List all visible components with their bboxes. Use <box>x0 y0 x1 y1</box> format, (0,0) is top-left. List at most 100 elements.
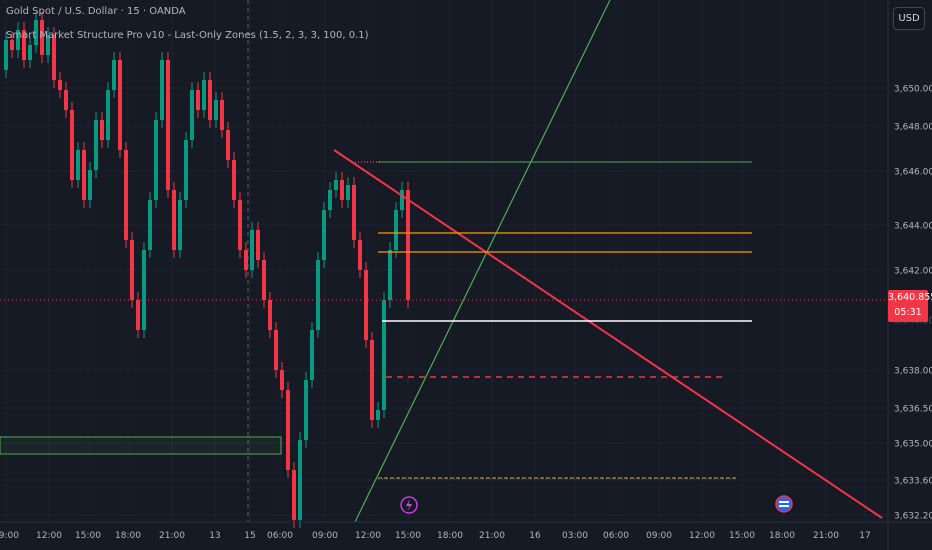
price-tick-label: 3,644.000 <box>894 222 932 232</box>
candle-body <box>34 20 38 45</box>
time-tick-label: 15:00 <box>75 531 101 541</box>
candle-body <box>136 300 140 330</box>
candle-body <box>202 80 206 110</box>
candle-body <box>328 190 332 210</box>
candle-body <box>172 190 176 250</box>
candle-body <box>130 240 134 300</box>
time-tick-label: 16 <box>529 531 541 541</box>
price-tick-label: 3,642.000 <box>894 267 932 277</box>
time-tick-label: 21:00 <box>813 531 839 541</box>
candle-body <box>220 100 224 130</box>
candle-body <box>358 240 362 270</box>
candle-body <box>298 440 302 520</box>
candle-body <box>406 190 410 300</box>
candle-body <box>142 250 146 330</box>
candle-body <box>334 180 338 190</box>
price-tick-label: 3,650.000 <box>894 85 932 95</box>
price-tick-label: 3,632.200 <box>894 512 932 522</box>
candle-body <box>316 260 320 330</box>
candle-body <box>268 300 272 330</box>
price-tick-label: 3,635.000 <box>894 440 932 450</box>
candle-body <box>10 40 14 50</box>
time-tick-label: 12:00 <box>689 531 715 541</box>
candle-body <box>304 380 308 440</box>
us-flag-icon[interactable] <box>775 495 793 513</box>
candle-body <box>340 180 344 200</box>
time-tick-label: 06:00 <box>267 531 293 541</box>
candle-body <box>376 410 380 420</box>
candle-body <box>208 80 212 120</box>
indicator-legend[interactable]: Smart Market Structure Pro v10 - Last-On… <box>6 30 369 41</box>
descending-trendline[interactable] <box>333 149 883 519</box>
candle-body <box>82 150 86 200</box>
candle-body <box>124 150 128 240</box>
time-tick-label: 09:00 <box>312 531 338 541</box>
candle-body <box>70 110 74 180</box>
candle-body <box>232 160 236 200</box>
candle-body <box>64 90 68 110</box>
price-tick-label: 3,648.000 <box>894 123 932 133</box>
candle-body <box>118 60 122 150</box>
time-tick-label: 12:00 <box>355 531 381 541</box>
candle-body <box>394 210 398 250</box>
candle-body <box>166 60 170 190</box>
candle-body <box>244 250 248 270</box>
time-tick-label: 15:00 <box>395 531 421 541</box>
candle-body <box>280 370 284 390</box>
candle-body <box>28 45 32 60</box>
price-tick-label: 3,636.500 <box>894 405 932 415</box>
candle-body <box>100 120 104 140</box>
time-tick-label: 21:00 <box>159 531 185 541</box>
candle-body <box>214 100 218 120</box>
candle-body <box>94 120 98 170</box>
candle-body <box>112 60 116 90</box>
candle-body <box>16 30 20 50</box>
price-tick-label: 3,633.600 <box>894 477 932 487</box>
candle-body <box>184 140 188 200</box>
candle-body <box>364 270 368 340</box>
candle-body <box>52 35 56 80</box>
last-price-value: 3,640.855 <box>888 292 932 303</box>
ascending-trendline[interactable] <box>354 0 611 523</box>
candle-body <box>88 170 92 200</box>
candle-body <box>106 90 110 140</box>
candle-body <box>262 260 266 300</box>
chart-grid <box>0 0 888 522</box>
time-tick-label: 21:00 <box>479 531 505 541</box>
candle-body <box>40 20 44 55</box>
candle-body <box>292 470 296 520</box>
candle-body <box>322 210 326 260</box>
candle-body <box>250 230 254 270</box>
bar-countdown: 05:31 <box>894 307 922 318</box>
candle-body <box>238 200 242 250</box>
demand-zone-box[interactable] <box>0 436 282 455</box>
candle-body <box>388 250 392 300</box>
time-tick-label: 15 <box>244 531 255 541</box>
candle-body <box>226 130 230 160</box>
symbol-title: Gold Spot / U.S. Dollar · 15 · OANDA <box>6 6 186 17</box>
candle-body <box>4 40 8 70</box>
candle-body <box>160 60 164 120</box>
lightning-icon[interactable] <box>400 496 418 514</box>
time-tick-label: 18:00 <box>769 531 795 541</box>
time-axis[interactable]: 09:00 12:00 15:00 18:00 21:00 13 15 06:00 09:00 1… <box>0 531 871 541</box>
candle-body <box>346 185 350 200</box>
candle-body <box>148 200 152 250</box>
last-price-tag: 3,640.855 05:31 <box>888 290 932 322</box>
candle-body <box>400 190 404 210</box>
price-tick-label: 3,646.000 <box>894 168 932 178</box>
currency-button[interactable]: USD <box>893 7 925 30</box>
candles-group <box>4 12 410 528</box>
candle-body <box>310 330 314 380</box>
time-tick-label: 13 <box>209 531 220 541</box>
candle-body <box>22 30 26 60</box>
time-tick-label: 18:00 <box>115 531 141 541</box>
candle-body <box>178 200 182 250</box>
candle-body <box>286 390 290 470</box>
candle-body <box>58 80 62 90</box>
time-tick-label: 09:00 <box>646 531 672 541</box>
candle-body <box>370 340 374 420</box>
candle-body <box>352 185 356 240</box>
candle-body <box>196 90 200 110</box>
